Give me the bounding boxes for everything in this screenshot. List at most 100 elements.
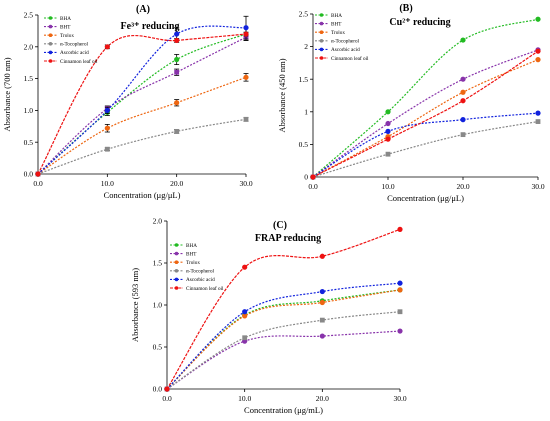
- legend-label: BHA: [331, 13, 342, 19]
- data-point: [319, 333, 325, 339]
- data-point: [397, 287, 403, 293]
- x-tick-label: 0.0: [33, 179, 43, 188]
- panel-b: 0 0.5 1 1.5 2 2.5 0.0 10.0 20.0 30.0 Concentration…: [277, 3, 545, 203]
- y-tick-label: 1.5: [153, 259, 163, 268]
- y-tick-label: 1.5: [24, 74, 34, 83]
- data-point: [243, 116, 249, 122]
- y-tick-label: 1.0: [153, 301, 163, 310]
- data-point: [242, 264, 248, 270]
- legend-label: BHT: [186, 251, 197, 257]
- data-point: [35, 171, 41, 177]
- legend-swatch-marker: [319, 39, 324, 43]
- data-point: [174, 69, 180, 75]
- data-point: [242, 313, 248, 319]
- y-tick-label: 1.0: [24, 106, 34, 115]
- series-line: [37, 118, 247, 175]
- data-point: [385, 128, 391, 134]
- data-point: [460, 117, 466, 123]
- series-line: [166, 311, 401, 390]
- legend-swatch-marker: [174, 269, 179, 273]
- x-axis-label: Concentration (μg/μL): [104, 190, 181, 200]
- legend-swatch-marker: [48, 59, 53, 63]
- y-tick-label: 2.0: [24, 42, 34, 51]
- data-point: [174, 31, 180, 37]
- y-tick-label: 0.0: [153, 385, 163, 394]
- data-point: [104, 44, 110, 50]
- x-axis-label: Concentration (μg/μL): [387, 193, 464, 203]
- series-line: [166, 289, 401, 390]
- x-tick-label: 30.0: [239, 179, 252, 188]
- legend-label: α-Tocopherol: [60, 42, 89, 48]
- data-point: [397, 309, 403, 315]
- series-line: [312, 18, 539, 178]
- y-tick-label: 1: [304, 107, 308, 116]
- legend-label: Ascorbic acid: [60, 50, 89, 56]
- data-point: [460, 89, 466, 95]
- x-tick-label: 10.0: [238, 394, 251, 403]
- series-line: [312, 50, 539, 178]
- y-tick-label: 2.5: [299, 10, 309, 19]
- y-tick-label: 2: [304, 42, 308, 51]
- panel-a: 0.0 0.5 1.0 1.5 2.0 2.5 0.0 10.0 20.0 30.0 Concent…: [2, 4, 253, 200]
- data-point: [397, 280, 403, 286]
- legend-label: α-Tocopherol: [331, 39, 360, 45]
- series-line: [37, 36, 247, 175]
- y-tick-label: 0.5: [153, 343, 163, 352]
- legend-swatch-marker: [319, 30, 324, 34]
- series-line: [312, 112, 539, 178]
- legend-swatch-marker: [319, 13, 324, 17]
- x-tick-label: 20.0: [316, 394, 329, 403]
- data-point: [242, 335, 248, 341]
- series-line: [166, 282, 401, 390]
- data-point: [319, 253, 325, 259]
- legend-swatch-marker: [319, 47, 324, 52]
- data-point: [310, 174, 316, 180]
- series-line: [166, 289, 401, 390]
- data-point: [460, 132, 466, 138]
- series-line: [312, 49, 539, 178]
- legend-label: BHA: [60, 16, 71, 22]
- x-tick-label: 30.0: [531, 182, 544, 191]
- legend-label: Cinnamon leaf oil: [331, 55, 369, 62]
- panel-label: (C): [273, 220, 287, 231]
- legend-label: BHT: [60, 24, 71, 30]
- panel-c: 0.0 0.5 1.0 1.5 2.0 0.0 10.0 20.0 30.0 Concentrat…: [130, 217, 407, 415]
- panel-label: (A): [136, 4, 150, 15]
- data-point: [460, 76, 466, 82]
- data-point: [535, 119, 541, 124]
- data-point: [104, 146, 110, 152]
- data-point: [535, 57, 541, 63]
- series-line: [37, 76, 247, 175]
- data-point: [319, 288, 325, 295]
- legend-swatch-marker: [174, 243, 179, 247]
- data-point: [460, 37, 466, 43]
- legend-swatch-marker: [174, 260, 179, 265]
- series-line: [166, 228, 401, 390]
- legend-label: BHA: [186, 243, 197, 249]
- data-point: [319, 299, 325, 306]
- y-tick-label: 0.5: [24, 138, 34, 147]
- legend-label: α-Tocopherol: [186, 269, 215, 275]
- series-line: [37, 25, 247, 175]
- legend-swatch-marker: [48, 50, 53, 55]
- y-axis-label: Absorbance (593 nm): [130, 268, 140, 342]
- data-point: [174, 37, 180, 44]
- data-point: [535, 48, 541, 54]
- data-point: [535, 110, 541, 116]
- legend-label: Cinnamon leaf oil: [186, 285, 224, 292]
- y-tick-label: 2.5: [24, 11, 34, 20]
- data-point: [397, 328, 403, 334]
- chart-title: Fe³⁺ reducing: [121, 21, 180, 32]
- legend-label: Ascorbic acid: [331, 47, 360, 53]
- data-point: [385, 120, 391, 127]
- legend-label: Cinnamon leaf oil: [60, 58, 98, 65]
- data-point: [164, 386, 170, 392]
- y-tick-label: 0.5: [299, 140, 309, 149]
- data-point: [242, 309, 248, 315]
- y-axis-label: Absorbance (700 nm): [2, 57, 12, 131]
- x-tick-label: 20.0: [456, 182, 469, 191]
- series-line: [166, 330, 401, 390]
- y-axis-label: Absorbance (450 nm): [277, 58, 287, 132]
- data-point: [243, 25, 249, 31]
